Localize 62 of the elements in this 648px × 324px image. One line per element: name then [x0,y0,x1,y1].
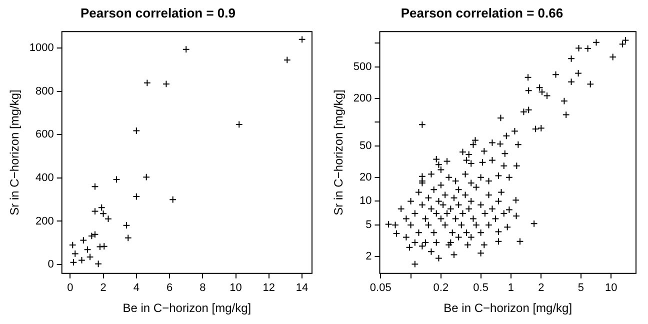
x-tick-label: 4 [133,282,140,294]
point [78,256,86,264]
x-tick-label: 10 [230,282,242,294]
y-tick-label: 200 [353,92,372,104]
x-tick-label: 2 [538,282,544,294]
point [235,120,243,128]
x-tick-label: 8 [200,282,206,294]
chart-title: Pearson correlation = 0.9 [80,5,236,20]
x-tick-label: 12 [262,282,276,294]
x-tick-label: 0.2 [433,282,449,294]
point [100,242,108,250]
point [70,258,78,266]
point [86,253,94,261]
x-tick-label: 14 [296,282,308,294]
point [68,241,76,249]
point [91,230,99,238]
y-tick-label: 0 [48,258,54,271]
point [98,204,106,212]
chart-title: Pearson correlation = 0.66 [400,5,564,20]
x-tick-label: 5 [578,282,584,294]
point [80,236,88,244]
point [122,222,130,230]
x-tick-label: 2 [100,282,106,294]
point [283,56,291,64]
x-tick-label: 10 [605,282,618,294]
point [142,173,150,181]
point [91,182,99,190]
x-tick-label: 0.05 [370,282,392,294]
y-axis-title: Sr in C−horizon [mg/kg] [332,90,346,216]
point [162,80,170,88]
point [143,79,151,87]
y-tick-label: 5 [366,219,372,232]
x-tick-label: 0.5 [473,282,488,294]
y-tick-label: 500 [353,60,372,73]
point [88,232,96,240]
point [71,250,79,258]
y-tick-label: 2 [366,250,372,262]
y-tick-label: 600 [36,128,54,141]
y-tick-label: 800 [36,85,54,98]
y-tick-label: 10 [360,195,372,208]
y-axis-title: Sr in C−horizon [mg/kg] [8,90,22,216]
y-tick-label: 400 [36,172,54,184]
point [132,192,140,200]
x-axis-title: Be in C−horizon [mg/kg] [122,301,252,316]
x-tick-label: 1 [508,282,514,294]
point [124,234,132,242]
x-tick-label: 6 [166,282,173,294]
point [182,46,190,54]
point [132,127,140,134]
x-tick-label: 0 [67,282,74,294]
point [112,176,120,184]
y-tick-label: 200 [36,215,54,228]
y-tick-label: 20 [360,171,372,184]
point [84,246,92,254]
y-tick-label: 50 [360,140,372,152]
x-axis-title: Be in C−horizon [mg/kg] [444,301,572,316]
point [94,260,102,268]
point [169,196,177,204]
point [96,243,104,250]
point [91,208,99,215]
y-tick-label: 1000 [29,42,54,54]
point [298,36,306,44]
